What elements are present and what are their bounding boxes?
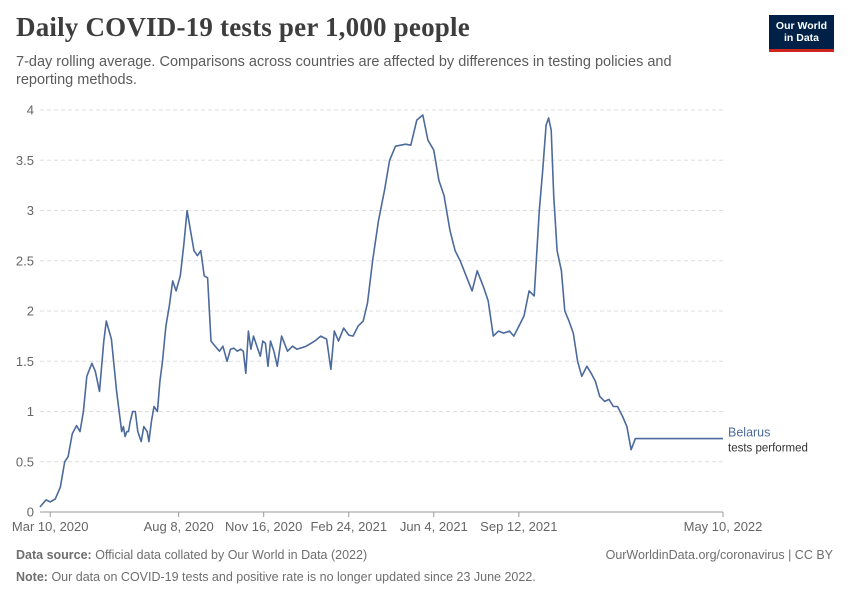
y-tick-label: 4 [27,103,34,118]
series-labels: Belarus tests performed [728,426,808,455]
y-tick-label: 0 [27,505,34,520]
chart-subtitle: 7-day rolling average. Comparisons acros… [16,54,672,88]
series-label-belarus: Belarus [728,426,770,440]
data-source: Data source: Official data collated by O… [16,548,367,562]
y-tick-label: 1.5 [16,354,34,369]
source-url-link[interactable]: OurWorldinData.org/coronavirus | CC BY [605,548,833,562]
data-source-label: Data source: [16,548,92,562]
series-group [39,114,723,508]
x-tick-label: Sep 12, 2021 [480,519,557,534]
note-label: Note: [16,570,48,584]
x-tick-label: May 10, 2022 [684,519,763,534]
x-tick-label: Nov 16, 2020 [225,519,302,534]
footnote: Note: Our data on COVID-19 tests and pos… [16,570,536,584]
x-tick-label: Aug 8, 2020 [144,519,214,534]
y-tick-label: 0.5 [16,454,34,469]
logo-line-2: in Data [783,32,819,44]
x-tick-label: Jun 4, 2021 [400,519,468,534]
grid-lines [40,109,723,463]
y-axis: 0 0.5 1 1.5 2 2.5 3 3.5 4 [16,103,34,520]
chart-title: Daily COVID-19 tests per 1,000 people [16,12,470,42]
y-tick-label: 2 [27,304,34,319]
note-text: Our data on COVID-19 tests and positive … [51,570,536,584]
x-tick-label: Feb 24, 2021 [310,519,387,534]
x-tick-label: Mar 10, 2020 [12,519,89,534]
series-line-belarus [39,114,723,508]
logo-line-1: Our World [775,20,828,32]
y-tick-label: 2.5 [16,253,34,268]
y-tick-label: 3.5 [16,153,34,168]
x-axis: Mar 10, 2020 Aug 8, 2020 Nov 16, 2020 Feb 2… [12,511,763,534]
y-tick-label: 1 [27,404,34,419]
data-source-text[interactable]: Official data collated by Our World in D… [95,548,368,562]
owid-logo[interactable]: Our World in Data [769,15,834,52]
y-tick-label: 3 [27,203,34,218]
series-sublabel: tests performed [728,443,808,455]
